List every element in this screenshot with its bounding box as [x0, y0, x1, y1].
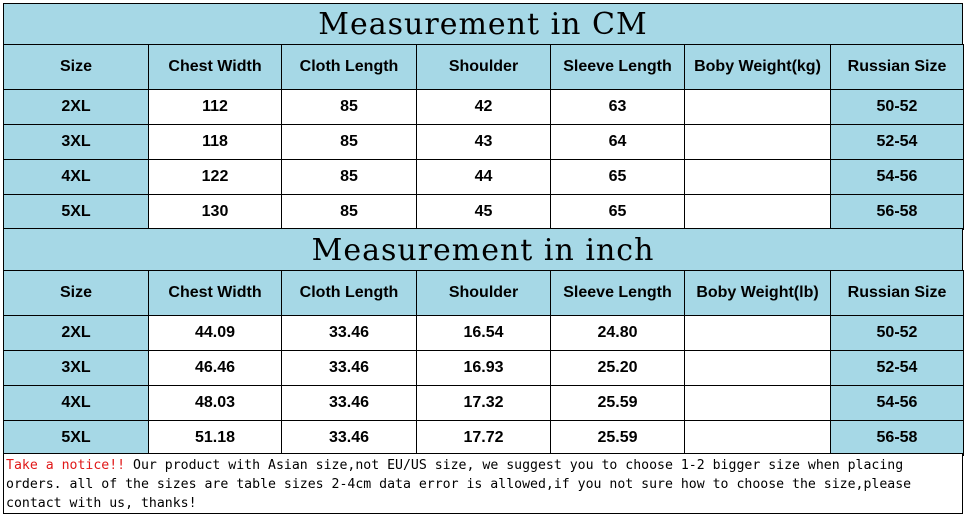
- sleeve-length-cell: 63: [550, 89, 685, 125]
- size-cell: 3XL: [3, 350, 149, 386]
- table-row: 4XL 122 85 44 65 54-56: [3, 159, 964, 195]
- body-weight-cell: [684, 315, 831, 351]
- chest-width-cell: 46.46: [148, 350, 282, 386]
- column-header-shoulder: Shoulder: [416, 44, 551, 90]
- russian-size-cell: 54-56: [830, 159, 964, 195]
- sleeve-length-cell: 24.80: [550, 315, 685, 351]
- size-cell: 2XL: [3, 315, 149, 351]
- column-header-cloth-length: Cloth Length: [281, 44, 417, 90]
- cloth-length-cell: 85: [281, 89, 417, 125]
- size-cell: 3XL: [3, 124, 149, 160]
- chest-width-cell: 44.09: [148, 315, 282, 351]
- cloth-length-cell: 33.46: [281, 385, 417, 421]
- chest-width-cell: 122: [148, 159, 282, 195]
- body-weight-cell: [684, 194, 831, 230]
- russian-size-cell: 54-56: [830, 385, 964, 421]
- chest-width-cell: 48.03: [148, 385, 282, 421]
- shoulder-cell: 16.54: [416, 315, 551, 351]
- chest-width-cell: 112: [148, 89, 282, 125]
- russian-size-cell: 50-52: [830, 89, 964, 125]
- inch-header-row: Size Chest Width Cloth Length Shoulder S…: [3, 270, 964, 316]
- column-header-body-weight: Boby Weight(lb): [684, 270, 831, 316]
- table-row: 5XL 51.18 33.46 17.72 25.59 56-58: [3, 420, 964, 456]
- size-cell: 5XL: [3, 420, 149, 456]
- size-notice: Take a notice!! Our product with Asian s…: [3, 453, 963, 514]
- size-cell: 4XL: [3, 159, 149, 195]
- column-header-chest-width: Chest Width: [148, 44, 282, 90]
- cloth-length-cell: 85: [281, 124, 417, 160]
- cm-size-table: Size Chest Width Cloth Length Shoulder S…: [3, 44, 964, 230]
- column-header-cloth-length: Cloth Length: [281, 270, 417, 316]
- column-header-body-weight: Boby Weight(kg): [684, 44, 831, 90]
- size-cell: 4XL: [3, 385, 149, 421]
- size-cell: 2XL: [3, 89, 149, 125]
- table-row: 5XL 130 85 45 65 56-58: [3, 194, 964, 230]
- body-weight-cell: [684, 159, 831, 195]
- shoulder-cell: 45: [416, 194, 551, 230]
- body-weight-cell: [684, 350, 831, 386]
- column-header-sleeve-length: Sleeve Length: [550, 270, 685, 316]
- russian-size-cell: 52-54: [830, 350, 964, 386]
- chest-width-cell: 51.18: [148, 420, 282, 456]
- cloth-length-cell: 33.46: [281, 350, 417, 386]
- cm-table-title: Measurement in CM: [3, 3, 963, 45]
- column-header-sleeve-length: Sleeve Length: [550, 44, 685, 90]
- column-header-size: Size: [3, 44, 149, 90]
- table-row: 2XL 112 85 42 63 50-52: [3, 89, 964, 125]
- body-weight-cell: [684, 420, 831, 456]
- cloth-length-cell: 85: [281, 159, 417, 195]
- column-header-russian-size: Russian Size: [830, 44, 964, 90]
- shoulder-cell: 17.32: [416, 385, 551, 421]
- size-cell: 5XL: [3, 194, 149, 230]
- cloth-length-cell: 33.46: [281, 420, 417, 456]
- cm-header-row: Size Chest Width Cloth Length Shoulder S…: [3, 44, 964, 90]
- table-row: 3XL 118 85 43 64 52-54: [3, 124, 964, 160]
- sleeve-length-cell: 25.20: [550, 350, 685, 386]
- body-weight-cell: [684, 89, 831, 125]
- body-weight-cell: [684, 124, 831, 160]
- column-header-shoulder: Shoulder: [416, 270, 551, 316]
- table-row: 3XL 46.46 33.46 16.93 25.20 52-54: [3, 350, 964, 386]
- shoulder-cell: 17.72: [416, 420, 551, 456]
- cloth-length-cell: 33.46: [281, 315, 417, 351]
- sleeve-length-cell: 25.59: [550, 420, 685, 456]
- shoulder-cell: 16.93: [416, 350, 551, 386]
- notice-text: Our product with Asian size,not EU/US si…: [6, 458, 912, 511]
- notice-highlight: Take a notice!!: [6, 458, 126, 473]
- inch-table-title: Measurement in inch: [3, 228, 963, 271]
- shoulder-cell: 43: [416, 124, 551, 160]
- shoulder-cell: 44: [416, 159, 551, 195]
- table-row: 4XL 48.03 33.46 17.32 25.59 54-56: [3, 385, 964, 421]
- inch-size-table: Size Chest Width Cloth Length Shoulder S…: [3, 270, 964, 456]
- cloth-length-cell: 85: [281, 194, 417, 230]
- russian-size-cell: 50-52: [830, 315, 964, 351]
- chest-width-cell: 130: [148, 194, 282, 230]
- sleeve-length-cell: 25.59: [550, 385, 685, 421]
- table-row: 2XL 44.09 33.46 16.54 24.80 50-52: [3, 315, 964, 351]
- sleeve-length-cell: 64: [550, 124, 685, 160]
- column-header-russian-size: Russian Size: [830, 270, 964, 316]
- russian-size-cell: 56-58: [830, 420, 964, 456]
- body-weight-cell: [684, 385, 831, 421]
- column-header-chest-width: Chest Width: [148, 270, 282, 316]
- russian-size-cell: 52-54: [830, 124, 964, 160]
- chest-width-cell: 118: [148, 124, 282, 160]
- column-header-size: Size: [3, 270, 149, 316]
- sleeve-length-cell: 65: [550, 194, 685, 230]
- sleeve-length-cell: 65: [550, 159, 685, 195]
- shoulder-cell: 42: [416, 89, 551, 125]
- size-chart: Measurement in CM Size Chest Width Cloth…: [3, 3, 964, 514]
- russian-size-cell: 56-58: [830, 194, 964, 230]
